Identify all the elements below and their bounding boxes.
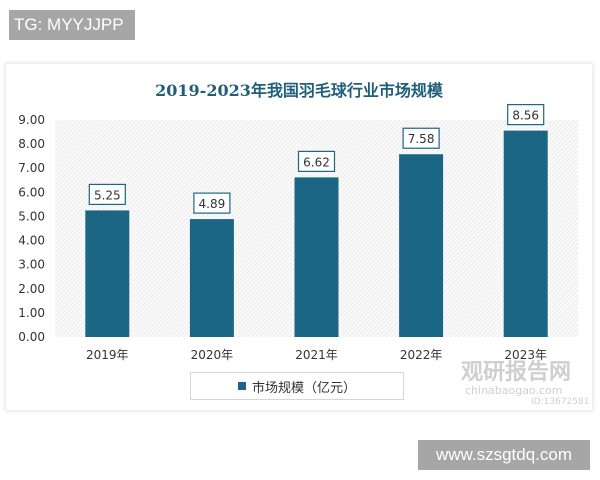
bar [399, 154, 444, 337]
legend: 市场规模（亿元） [190, 372, 404, 400]
y-tick-label: 3.00 [18, 258, 45, 272]
y-tick-label: 2.00 [18, 282, 45, 296]
bar [503, 130, 548, 337]
y-tick-label: 5.00 [18, 209, 45, 223]
x-tick-label: 2021年 [295, 348, 338, 362]
data-label-box [297, 150, 336, 172]
x-tick-label: 2023年 [504, 348, 547, 362]
watermark-tag-bottom: www.szsgtdq.com [418, 440, 590, 470]
data-label: 7.58 [408, 132, 435, 146]
watermark-url: chinabaogao.com [465, 384, 563, 397]
data-label: 6.62 [303, 155, 330, 169]
chart-panel: 2019-2023年我国羽毛球行业市场规模 0.00 1.00 2.00 3.00 4.… [6, 64, 592, 410]
bar [294, 177, 339, 337]
y-tick-label: 8.00 [18, 137, 45, 151]
x-tick-label: 2022年 [400, 348, 443, 362]
y-tick-label: 1.00 [18, 306, 45, 320]
bar [85, 210, 130, 337]
x-tick-label: 2019年 [86, 348, 129, 362]
watermark-tag-top: TG: MYYJJPP [9, 10, 135, 40]
chart-title: 2019-2023年我国羽毛球行业市场规模 [155, 81, 444, 100]
y-tick-label: 0.00 [18, 330, 45, 344]
data-label-box [507, 104, 545, 126]
watermark-name: 观研报告网 [461, 360, 572, 385]
legend-label: 市场规模（亿元） [251, 380, 356, 396]
data-label: 5.25 [94, 188, 121, 202]
y-tick-label: 7.00 [18, 161, 45, 175]
legend-swatch [237, 382, 246, 390]
data-label: 8.56 [512, 109, 539, 123]
data-label-box [402, 127, 440, 149]
data-label-box [88, 183, 126, 206]
y-tick-label: 6.00 [18, 185, 45, 199]
data-label: 4.89 [199, 197, 226, 211]
y-tick-label: 9.00 [18, 113, 45, 127]
watermark-logo: 观研报告网 chinabaogao.com ID:13672581 [421, 354, 589, 407]
bar-chart: 2019-2023年我国羽毛球行业市场规模 0.00 1.00 2.00 3.00 4.… [18, 81, 578, 362]
y-tick-label: 4.00 [18, 234, 45, 248]
bar [189, 219, 234, 337]
data-label-box [193, 192, 231, 214]
x-tick-label: 2020年 [191, 348, 234, 362]
watermark-id: ID:13672581 [531, 397, 590, 407]
